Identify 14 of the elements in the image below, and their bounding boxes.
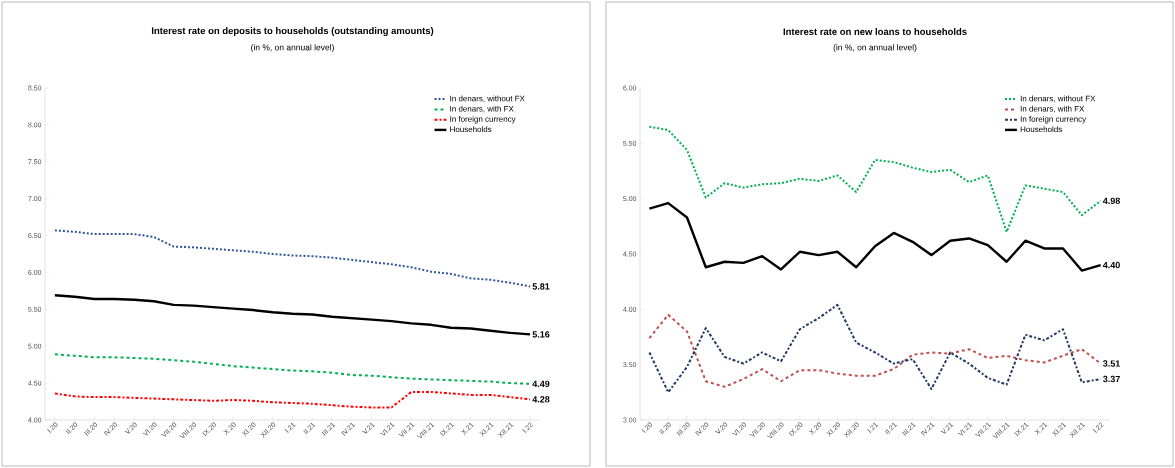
chart-title: Interest rate on deposits to households (outstanding amounts) [151, 27, 434, 36]
data-label: 3.51 [1103, 360, 1120, 367]
chart-title: Interest rate on new loans to households [783, 28, 967, 36]
data-label: 3.37 [1103, 375, 1120, 383]
data-label: 4.40 [1102, 261, 1120, 269]
data-label: 5.81 [532, 283, 550, 290]
chart-subtitle: (in %, on annual level) [833, 44, 917, 53]
chart-subtitle: (in %, on annual level) [251, 44, 334, 53]
line-series [648, 201, 1102, 272]
data-label: 4.28 [532, 396, 550, 403]
data-label: 4.49 [532, 380, 550, 388]
line-series [648, 303, 1102, 394]
data-label: 5.16 [532, 331, 550, 338]
data-label: 4.98 [1102, 197, 1120, 205]
